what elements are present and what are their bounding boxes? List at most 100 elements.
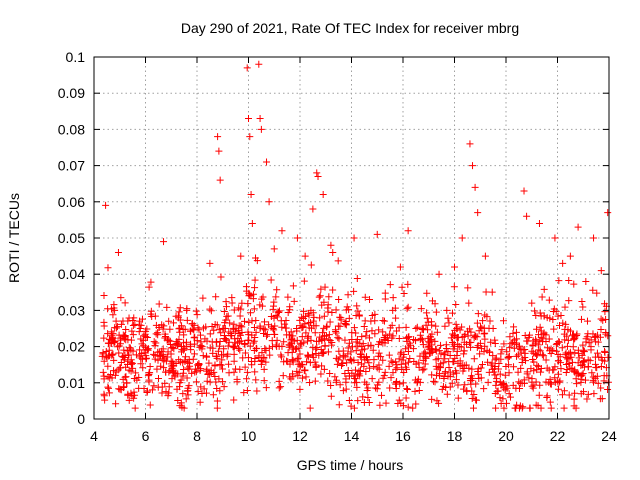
data-point — [296, 360, 304, 368]
data-point — [180, 366, 188, 374]
data-point — [513, 401, 521, 409]
data-point — [537, 365, 545, 373]
data-point — [597, 363, 605, 371]
data-point — [179, 359, 187, 367]
data-point — [244, 336, 252, 344]
data-point — [510, 363, 518, 371]
data-point — [154, 329, 162, 337]
data-point-outlier — [404, 227, 412, 235]
data-point — [395, 396, 403, 404]
data-point — [573, 380, 581, 388]
data-point — [337, 314, 345, 322]
data-point — [369, 346, 377, 354]
data-point — [381, 295, 389, 303]
data-point — [213, 404, 221, 412]
data-point — [423, 289, 431, 297]
data-point — [395, 355, 403, 363]
data-point — [211, 362, 219, 370]
data-point — [395, 324, 403, 332]
data-point — [300, 366, 308, 374]
data-point — [213, 321, 221, 329]
data-point — [258, 295, 266, 303]
data-point — [159, 325, 167, 333]
data-point — [148, 386, 156, 394]
data-point — [196, 366, 204, 374]
data-point — [323, 322, 331, 330]
data-point — [139, 364, 147, 372]
data-point — [167, 350, 175, 358]
data-point — [578, 297, 586, 305]
data-point — [382, 399, 390, 407]
data-point — [376, 338, 384, 346]
data-point — [444, 314, 452, 322]
data-point-outlier — [246, 133, 254, 141]
data-point — [121, 299, 129, 307]
data-point — [460, 385, 468, 393]
data-point — [260, 365, 268, 373]
data-point — [263, 330, 271, 338]
data-point — [550, 305, 558, 313]
data-point — [334, 257, 342, 265]
data-point-outlier — [366, 296, 374, 304]
data-point — [173, 385, 181, 393]
data-point — [533, 350, 541, 358]
data-point — [345, 339, 353, 347]
data-point — [440, 374, 448, 382]
data-point — [249, 295, 257, 303]
data-point — [316, 333, 324, 341]
data-point-outlier — [319, 191, 327, 199]
data-point — [375, 326, 383, 334]
data-point — [169, 344, 177, 352]
data-point-outlier — [263, 158, 271, 166]
data-point — [199, 352, 207, 360]
data-point — [353, 275, 361, 283]
data-point — [306, 359, 314, 367]
data-point — [218, 356, 226, 364]
data-point — [361, 356, 369, 364]
data-point — [360, 399, 368, 407]
data-point — [127, 359, 135, 367]
data-point — [444, 372, 452, 380]
data-point — [452, 320, 460, 328]
data-point — [273, 286, 281, 294]
data-point — [182, 338, 190, 346]
data-point — [374, 352, 382, 360]
data-point — [473, 396, 481, 404]
data-point — [318, 329, 326, 337]
data-point — [270, 314, 278, 322]
data-point — [534, 402, 542, 410]
data-point — [277, 317, 285, 325]
data-point — [460, 347, 468, 355]
data-point — [364, 342, 372, 350]
data-point — [467, 376, 475, 384]
data-point — [550, 325, 558, 333]
data-point — [545, 296, 553, 304]
data-point — [537, 368, 545, 376]
data-point — [250, 305, 258, 313]
data-point — [446, 351, 454, 359]
data-point — [600, 372, 608, 380]
data-point — [404, 280, 412, 288]
data-point — [461, 381, 469, 389]
data-point-outlier — [301, 252, 309, 260]
data-point — [536, 309, 544, 317]
data-point — [174, 312, 182, 320]
data-point — [351, 375, 359, 383]
data-point — [555, 378, 563, 386]
data-point — [252, 328, 260, 336]
data-point — [404, 386, 412, 394]
data-point — [152, 330, 160, 338]
data-point — [251, 354, 259, 362]
data-point — [246, 291, 254, 299]
data-point — [344, 367, 352, 375]
data-point-outlier — [435, 270, 443, 278]
data-point — [406, 354, 414, 362]
data-point — [194, 388, 202, 396]
data-point — [209, 344, 217, 352]
x-tick-label: 8 — [193, 428, 201, 444]
data-point — [241, 349, 249, 357]
data-point — [355, 367, 363, 375]
data-point — [347, 402, 355, 410]
data-point — [307, 336, 315, 344]
